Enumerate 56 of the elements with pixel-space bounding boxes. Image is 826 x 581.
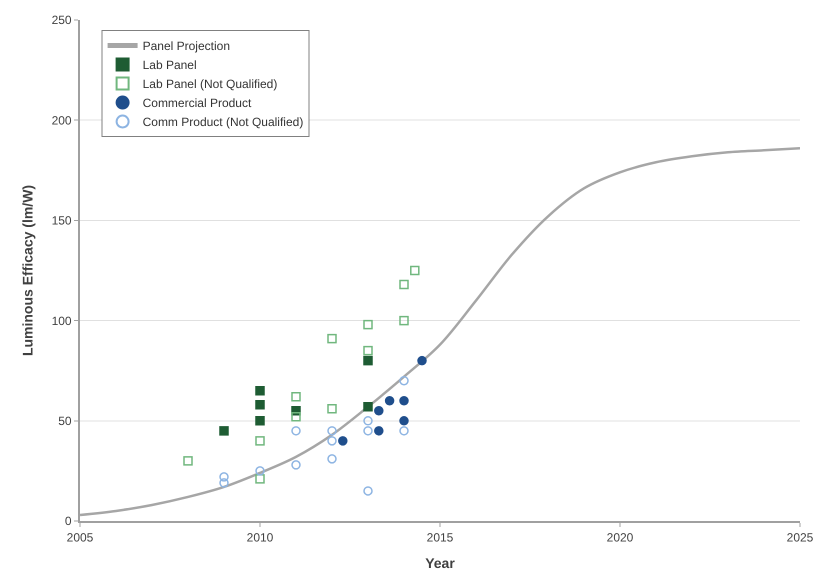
point — [327, 436, 337, 446]
point — [417, 356, 427, 366]
point — [374, 406, 384, 416]
point — [363, 356, 373, 366]
point — [399, 376, 409, 386]
point — [399, 396, 409, 406]
x-tick-label: 2020 — [606, 530, 634, 544]
point — [327, 334, 337, 344]
point — [219, 472, 229, 482]
y-tick-label: 150 — [52, 214, 72, 228]
point — [384, 396, 394, 406]
x-axis-title: Year — [425, 555, 456, 572]
point — [363, 486, 373, 496]
point — [291, 426, 301, 436]
x-tick-label: 2005 — [66, 530, 94, 544]
point — [363, 402, 373, 412]
y-tick-label: 200 — [52, 113, 72, 128]
point — [327, 404, 337, 414]
point — [255, 386, 265, 396]
point — [399, 316, 409, 326]
point — [255, 416, 265, 426]
point — [291, 460, 301, 470]
point — [327, 454, 337, 464]
legend-label: Comm Product (Not Qualified) — [142, 115, 304, 130]
legend-label: Lab Panel — [142, 58, 197, 72]
point — [399, 426, 409, 436]
point — [255, 436, 265, 446]
point — [410, 266, 420, 276]
point — [291, 392, 301, 402]
point — [219, 478, 229, 488]
point — [255, 400, 265, 410]
point — [399, 416, 409, 426]
point — [255, 474, 265, 484]
y-tick-label: 50 — [58, 414, 72, 428]
x-tick-label: 2025 — [786, 530, 814, 544]
point — [363, 416, 373, 426]
y-tick-label: 250 — [52, 13, 72, 28]
legend-label: Panel Projection — [142, 39, 230, 54]
point — [363, 426, 373, 436]
legend-label: Commercial Product — [142, 96, 252, 110]
y-tick-label: 0 — [64, 514, 72, 528]
point — [374, 426, 384, 436]
legend-label: Lab Panel (Not Qualified) — [142, 77, 278, 92]
point — [255, 466, 265, 476]
x-tick-label: 2015 — [426, 530, 454, 544]
point — [327, 426, 337, 436]
point — [338, 436, 348, 446]
y-tick-label: 100 — [52, 314, 72, 328]
point — [219, 426, 229, 436]
point — [363, 346, 373, 356]
point — [183, 456, 193, 466]
x-tick-label: 2010 — [246, 530, 274, 544]
y-axis-title: Luminous Efficacy (lm/W) — [20, 184, 36, 356]
point — [363, 320, 373, 330]
point — [291, 412, 301, 422]
point — [399, 280, 409, 290]
